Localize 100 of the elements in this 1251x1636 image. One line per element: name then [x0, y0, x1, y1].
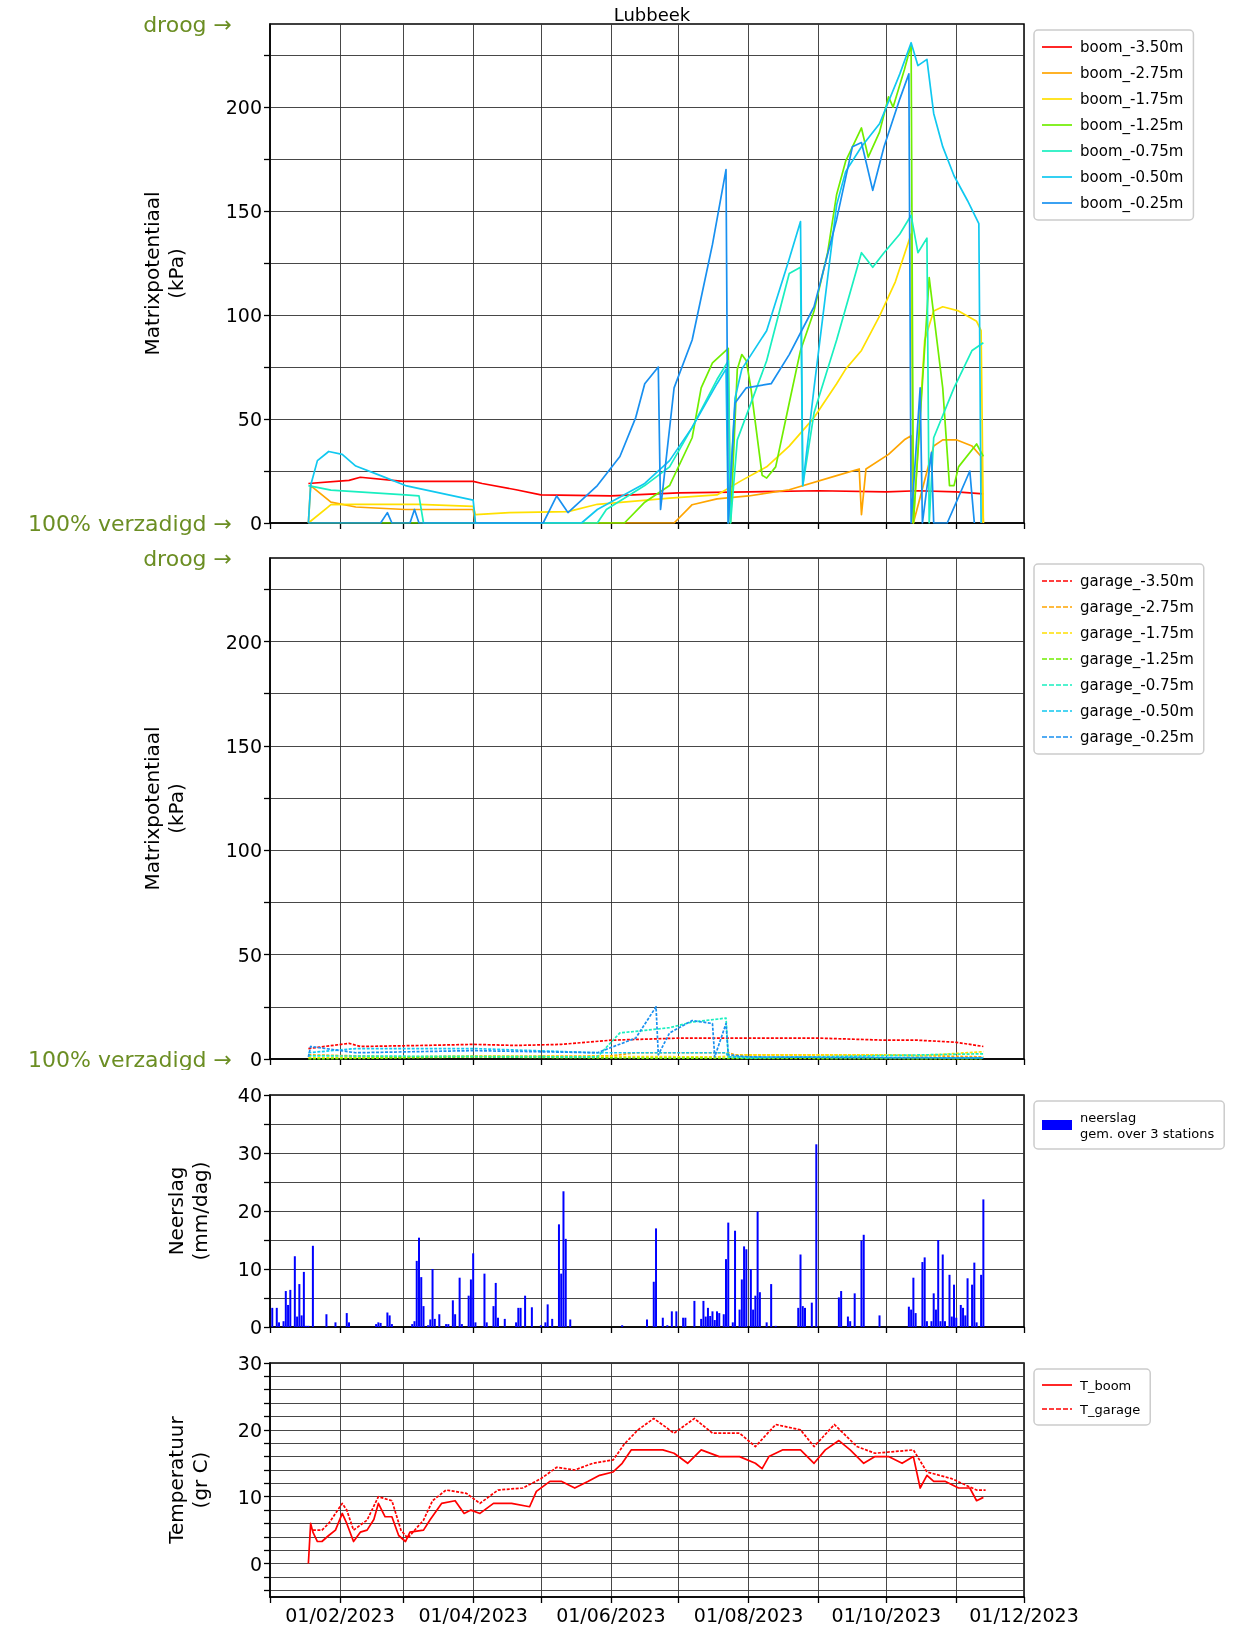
bar	[417, 1237, 420, 1327]
bar	[675, 1311, 678, 1327]
bar	[271, 1307, 274, 1327]
x-tick-label: 01/10/2023	[831, 1603, 942, 1626]
bar	[503, 1318, 506, 1327]
bar	[745, 1249, 748, 1327]
bar	[937, 1240, 940, 1327]
bar	[546, 1304, 549, 1327]
bar	[388, 1315, 391, 1327]
legend-label: garage_-0.75m	[1080, 676, 1194, 695]
bar	[718, 1313, 721, 1327]
text: droog →	[143, 545, 232, 571]
bar	[973, 1262, 976, 1327]
bar	[345, 1313, 348, 1327]
bar	[849, 1321, 852, 1327]
y-tick-label: 20	[237, 1200, 262, 1222]
bar	[765, 1322, 768, 1327]
bar	[923, 1257, 926, 1327]
bar	[386, 1312, 389, 1327]
chart-title: Lubbeek	[613, 3, 691, 25]
y-tick-label: 150	[225, 734, 262, 757]
bar	[932, 1293, 935, 1327]
y-tick-label: 0	[249, 1316, 262, 1338]
bar	[743, 1246, 746, 1327]
legend-label: garage_-3.50m	[1080, 572, 1194, 591]
bar	[411, 1324, 414, 1327]
bar	[293, 1256, 296, 1327]
x-tick-label: 01/02/2023	[285, 1603, 395, 1626]
y-tick-label: 10	[237, 1485, 262, 1508]
y-tick-label: 30	[237, 1142, 262, 1164]
bar	[334, 1322, 337, 1327]
bar	[711, 1311, 714, 1327]
bar	[862, 1234, 865, 1327]
bar	[706, 1307, 709, 1327]
y-tick-label: 10	[237, 1258, 262, 1280]
text: 100% verzadigd →	[28, 510, 232, 536]
legend-label: boom_-0.75m	[1080, 142, 1184, 161]
bar	[661, 1317, 664, 1327]
bar	[941, 1254, 944, 1327]
bar	[472, 1253, 475, 1327]
y-tick-label: 100	[225, 304, 262, 327]
x-tick-label: 01/12/2023	[969, 1603, 1079, 1626]
bar	[799, 1254, 802, 1327]
y-axis-title: Matrixpotentiaal (kPa)	[140, 191, 188, 356]
text: droog →	[143, 11, 232, 37]
bar	[451, 1300, 454, 1327]
legend-label: boom_-0.50m	[1080, 168, 1184, 187]
y-axis-title: Temperatuur (gr C)	[164, 1415, 212, 1545]
bar	[557, 1224, 560, 1327]
bar	[289, 1289, 292, 1327]
bar	[815, 1144, 818, 1327]
legend-label: garage_-1.25m	[1080, 650, 1194, 669]
bar	[530, 1307, 533, 1327]
bar	[494, 1282, 497, 1327]
bar	[948, 1274, 951, 1327]
y-tick-label: 30	[237, 1352, 262, 1374]
bar	[810, 1302, 813, 1327]
legend-label: boom_-0.25m	[1080, 194, 1184, 213]
y-axis-title: Matrixpotentiaal (kPa)	[140, 726, 188, 891]
bar	[693, 1300, 696, 1327]
bar	[702, 1300, 705, 1327]
bar	[756, 1211, 759, 1327]
x-tick-label: 01/08/2023	[693, 1603, 804, 1626]
bar	[569, 1319, 572, 1327]
legend-label: garage_-0.25m	[1080, 728, 1194, 747]
line-series	[307, 1005, 985, 1059]
bar	[670, 1311, 673, 1327]
line-series	[307, 1037, 985, 1050]
bar	[840, 1291, 843, 1327]
bar	[966, 1278, 969, 1327]
bar	[431, 1269, 434, 1327]
y-tick-label: 50	[237, 943, 262, 966]
bar	[962, 1307, 965, 1327]
legend-label: boom_-2.75m	[1080, 64, 1184, 83]
legend-label: T_boom	[1079, 1377, 1132, 1393]
bar	[275, 1307, 278, 1327]
legend-label: garage_-2.75m	[1080, 598, 1194, 617]
bar	[907, 1306, 910, 1327]
legend-label: T_garage	[1079, 1401, 1141, 1417]
legend-label: boom_-3.50m	[1080, 38, 1184, 57]
y-tick-label: 200	[225, 630, 262, 653]
bar	[458, 1277, 461, 1327]
y-tick-label: 150	[225, 200, 262, 223]
y-tick-label: 0	[249, 1552, 262, 1575]
bar	[912, 1277, 915, 1327]
bar	[853, 1293, 856, 1327]
bar	[804, 1307, 807, 1327]
bar	[982, 1199, 985, 1327]
legend-label: boom_-1.75m	[1080, 90, 1184, 109]
y-tick-label: 40	[237, 1084, 262, 1106]
bar	[524, 1295, 527, 1327]
line-series	[307, 1017, 985, 1059]
bar	[551, 1318, 554, 1327]
bar	[715, 1311, 718, 1327]
bar	[770, 1284, 773, 1327]
bar	[284, 1291, 287, 1327]
bar	[959, 1304, 962, 1327]
x-tick-label: 01/06/2023	[556, 1603, 666, 1626]
bar	[878, 1315, 881, 1327]
bar	[646, 1319, 648, 1327]
